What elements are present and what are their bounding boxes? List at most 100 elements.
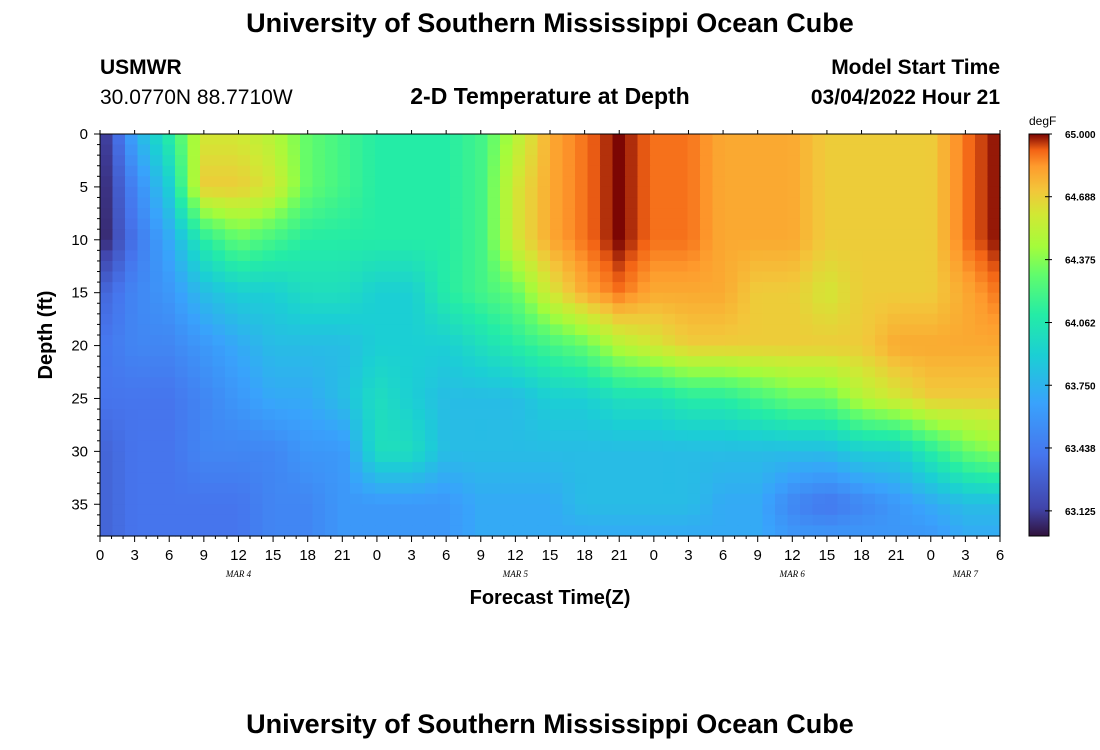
heatmap-cell	[362, 260, 376, 273]
heatmap-cell	[225, 472, 239, 484]
heatmap-cell	[512, 292, 526, 304]
heatmap-cell	[575, 313, 589, 326]
heatmap-cell	[612, 186, 626, 199]
heatmap-cell	[450, 313, 464, 326]
heatmap-cell	[262, 282, 276, 294]
heatmap-cell	[175, 504, 189, 516]
heatmap-cell	[600, 356, 614, 368]
heatmap-cell	[137, 324, 151, 336]
heatmap-cell	[700, 493, 714, 505]
heatmap-cell	[575, 356, 589, 368]
heatmap-cell	[687, 155, 701, 167]
heatmap-cell	[825, 197, 839, 209]
heatmap-cell	[262, 134, 276, 146]
heatmap-cell	[975, 430, 989, 442]
heatmap-cell	[987, 197, 1001, 209]
heatmap-cell	[400, 335, 414, 347]
heatmap-cell	[775, 409, 789, 421]
heatmap-cell	[100, 387, 114, 400]
heatmap-cell	[962, 250, 976, 262]
heatmap-cell	[775, 303, 789, 315]
heatmap-cell	[862, 430, 876, 442]
heatmap-cell	[125, 377, 139, 389]
heatmap-cell	[150, 345, 164, 357]
heatmap-cell	[950, 472, 964, 484]
heatmap-cell	[537, 398, 551, 410]
heatmap-cell	[525, 313, 539, 326]
heatmap-cell	[537, 282, 551, 294]
heatmap-cell	[975, 419, 989, 431]
heatmap-cell	[525, 525, 539, 537]
heatmap-cell	[675, 377, 689, 389]
heatmap-cell	[100, 186, 114, 199]
heatmap-cell	[800, 366, 814, 378]
heatmap-cell	[887, 271, 901, 283]
heatmap-cell	[475, 303, 489, 315]
heatmap-cell	[112, 430, 126, 442]
heatmap-cell	[162, 134, 176, 146]
heatmap-cell	[850, 483, 864, 495]
heatmap-cell	[687, 345, 701, 357]
heatmap-cell	[500, 409, 514, 421]
heatmap-cell	[687, 514, 701, 527]
heatmap-cell	[975, 313, 989, 326]
heatmap-cell	[587, 472, 601, 484]
heatmap-cell	[237, 292, 251, 304]
heatmap-cell	[650, 186, 664, 199]
heatmap-cell	[312, 282, 326, 294]
heatmap-cell	[937, 504, 951, 516]
heatmap-cell	[225, 303, 239, 315]
heatmap-cell	[475, 514, 489, 527]
heatmap-cell	[287, 282, 301, 294]
heatmap-cell	[512, 440, 526, 452]
heatmap-cell	[212, 430, 226, 442]
heatmap-cell	[387, 356, 401, 368]
heatmap-cell	[200, 461, 214, 474]
heatmap-cell	[375, 493, 389, 505]
heatmap-cell	[887, 229, 901, 241]
heatmap-cell	[612, 525, 626, 537]
heatmap-cell	[325, 430, 339, 442]
heatmap-cell	[450, 525, 464, 537]
heatmap-cell	[400, 483, 414, 495]
heatmap-cell	[287, 504, 301, 516]
heatmap-cell	[887, 387, 901, 400]
heatmap-cell	[337, 155, 351, 167]
heatmap-cell	[125, 335, 139, 347]
heatmap-cell	[525, 493, 539, 505]
heatmap-cell	[237, 271, 251, 283]
heatmap-cell	[625, 303, 639, 315]
heatmap-cell	[262, 451, 276, 463]
heatmap-cell	[862, 292, 876, 304]
heatmap-cell	[762, 260, 776, 273]
heatmap-cell	[400, 409, 414, 421]
heatmap-cell	[125, 493, 139, 505]
heatmap-cell	[350, 260, 364, 273]
heatmap-cell	[450, 229, 464, 241]
heatmap-cell	[200, 409, 214, 421]
heatmap-cell	[812, 197, 826, 209]
heatmap-cell	[862, 165, 876, 177]
heatmap-cell	[412, 451, 426, 463]
heatmap-cell	[662, 186, 676, 199]
heatmap-cell	[175, 208, 189, 220]
heatmap-cell	[962, 514, 976, 527]
heatmap-cell	[312, 186, 326, 199]
heatmap-cell	[312, 197, 326, 209]
heatmap-cell	[175, 366, 189, 378]
heatmap-cell	[187, 377, 201, 389]
heatmap-cell	[587, 493, 601, 505]
heatmap-cell	[312, 144, 326, 156]
heatmap-cell	[200, 239, 214, 251]
heatmap-cell	[250, 260, 264, 273]
heatmap-cell	[450, 377, 464, 389]
heatmap-cell	[637, 440, 651, 452]
heatmap-cell	[137, 493, 151, 505]
heatmap-cell	[162, 461, 176, 474]
heatmap-cell	[625, 430, 639, 442]
heatmap-cell	[612, 504, 626, 516]
heatmap-cell	[937, 451, 951, 463]
heatmap-cell	[400, 176, 414, 188]
heatmap-cell	[125, 271, 139, 283]
heatmap-cell	[800, 292, 814, 304]
